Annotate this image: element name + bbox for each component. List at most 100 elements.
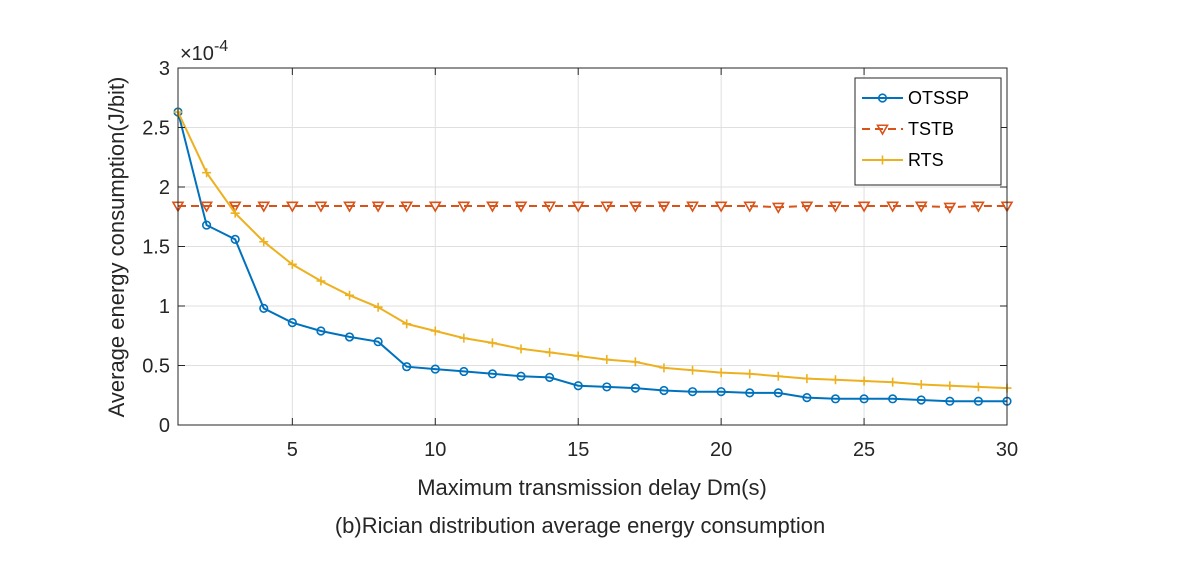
- data-point-tstb: [257, 201, 271, 213]
- legend-marker-rts: [878, 155, 887, 165]
- data-point-rts: [630, 357, 640, 367]
- data-point-otssp: [716, 387, 726, 397]
- data-point-otssp: [630, 383, 640, 393]
- data-point-tstb: [314, 201, 328, 213]
- y-tick-label: 0.5: [142, 356, 170, 378]
- data-point-otssp: [487, 369, 498, 379]
- data-point-rts: [516, 344, 526, 354]
- data-point-rts: [202, 168, 212, 178]
- x-tick-label: 30: [996, 439, 1018, 461]
- data-point-otssp: [344, 332, 355, 342]
- data-point-tstb: [943, 202, 957, 214]
- data-point-tstb: [571, 201, 585, 213]
- y-tick-label: 2: [159, 177, 170, 199]
- data-point-rts: [545, 347, 555, 357]
- data-point-otssp: [516, 371, 526, 381]
- data-point-tstb: [600, 201, 614, 213]
- legend-entry-otssp: OTSSP: [862, 88, 969, 108]
- data-point-tstb: [714, 201, 728, 213]
- data-point-otssp: [316, 326, 326, 336]
- series-tstb: [171, 201, 1014, 214]
- data-point-otssp: [459, 366, 469, 377]
- data-point-rts: [287, 259, 297, 269]
- series-line-rts: [177, 111, 1008, 390]
- data-point-rts: [402, 319, 412, 329]
- data-point-tstb: [886, 201, 900, 213]
- data-point-tstb: [771, 202, 785, 214]
- data-point-otssp: [602, 382, 612, 392]
- data-point-rts: [373, 302, 383, 312]
- legend-label-tstb: TSTB: [908, 119, 954, 139]
- data-point-rts: [345, 290, 355, 300]
- series-rts: [173, 107, 1012, 393]
- y-multiplier: ×10-4: [180, 38, 228, 65]
- y-tick-label: 0: [159, 415, 170, 437]
- figure-caption: (b)Rician distribution average energy co…: [335, 513, 825, 538]
- axis-ticks: 5 10 15 20 25 30 0 0.5 1 1.5 2 2.5 3: [142, 58, 1018, 461]
- data-point-otssp: [802, 393, 812, 403]
- legend-marker-tstb: [876, 124, 889, 136]
- data-point-otssp: [973, 396, 984, 406]
- y-tick-label: 1.5: [142, 237, 170, 259]
- x-tick-label: 15: [567, 439, 589, 461]
- data-point-rts: [888, 377, 898, 387]
- data-point-rts: [659, 363, 669, 373]
- data-point-tstb: [914, 201, 928, 213]
- data-point-otssp: [373, 337, 383, 347]
- data-point-rts: [573, 351, 583, 361]
- x-tick-label: 5: [287, 439, 298, 461]
- data-point-tstb: [400, 201, 414, 213]
- data-point-tstb: [514, 201, 528, 213]
- data-point-tstb: [972, 201, 985, 213]
- data-point-tstb: [486, 201, 499, 213]
- data-point-otssp: [545, 372, 555, 383]
- data-point-tstb: [371, 201, 385, 213]
- data-point-rts: [830, 375, 840, 385]
- data-point-rts: [459, 333, 469, 343]
- data-point-rts: [916, 380, 926, 390]
- data-point-rts: [430, 326, 440, 336]
- series-line-otssp: [177, 111, 1007, 403]
- data-point-tstb: [657, 201, 671, 213]
- data-point-otssp: [659, 385, 669, 396]
- y-tick-label: 3: [159, 58, 170, 80]
- data-point-tstb: [343, 201, 356, 213]
- series-line-tstb: [178, 205, 1007, 209]
- legend-entry-rts: RTS: [862, 150, 944, 170]
- x-tick-label: 25: [853, 439, 875, 461]
- y-axis-label: Average energy consumption(J/bit): [104, 77, 129, 418]
- data-point-otssp: [945, 396, 955, 406]
- data-point-otssp: [745, 388, 755, 398]
- data-point-otssp: [287, 318, 297, 328]
- data-point-tstb: [857, 201, 871, 213]
- x-tick-label: 20: [710, 439, 732, 461]
- data-point-rts: [316, 276, 326, 286]
- data-point-rts: [773, 371, 783, 381]
- data-point-tstb: [629, 201, 642, 213]
- data-point-rts: [859, 376, 869, 386]
- data-point-rts: [716, 368, 726, 378]
- data-point-otssp: [773, 388, 783, 398]
- data-point-otssp: [230, 234, 240, 244]
- data-point-tstb: [428, 201, 442, 213]
- legend-entry-tstb: TSTB: [862, 119, 954, 139]
- y-tick-label: 1: [159, 296, 170, 318]
- legend-marker-otssp: [877, 93, 888, 103]
- data-point-rts: [802, 374, 812, 384]
- y-tick-label: 2.5: [142, 118, 170, 140]
- data-point-tstb: [829, 201, 842, 213]
- data-point-tstb: [686, 201, 699, 213]
- data-point-rts: [973, 382, 983, 392]
- data-point-otssp: [573, 381, 583, 391]
- data-point-tstb: [457, 201, 471, 213]
- y-multiplier-exponent: -4: [214, 38, 228, 55]
- data-point-otssp: [430, 364, 440, 374]
- series-layer: [171, 107, 1014, 406]
- data-point-tstb: [200, 201, 213, 213]
- x-axis-label: Maximum transmission delay Dm(s): [417, 475, 767, 500]
- data-point-rts: [688, 365, 698, 375]
- data-point-rts: [602, 355, 612, 365]
- legend: OTSSP TSTB RTS: [854, 77, 1002, 186]
- data-point-otssp: [916, 395, 926, 405]
